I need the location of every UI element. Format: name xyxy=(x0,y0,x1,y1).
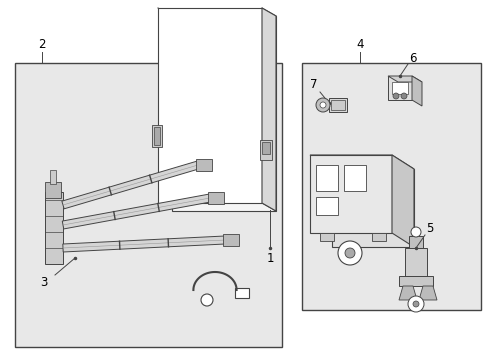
Bar xyxy=(15,63,282,347)
Polygon shape xyxy=(392,155,414,247)
Bar xyxy=(45,192,63,264)
Bar xyxy=(302,63,481,310)
Bar xyxy=(329,98,347,112)
Polygon shape xyxy=(310,155,392,233)
Bar xyxy=(392,82,408,94)
Text: 6: 6 xyxy=(409,51,417,64)
Circle shape xyxy=(393,93,399,99)
Polygon shape xyxy=(388,76,422,82)
Polygon shape xyxy=(172,16,276,211)
Text: 7: 7 xyxy=(310,77,318,90)
Polygon shape xyxy=(262,8,276,211)
Polygon shape xyxy=(332,169,414,247)
Bar xyxy=(262,142,270,154)
Bar xyxy=(208,192,224,204)
Bar xyxy=(316,197,338,215)
Bar xyxy=(223,234,239,246)
Polygon shape xyxy=(62,161,199,209)
Circle shape xyxy=(411,227,421,237)
Polygon shape xyxy=(419,286,437,300)
Text: 3: 3 xyxy=(40,275,48,288)
Polygon shape xyxy=(62,194,211,229)
Circle shape xyxy=(338,241,362,265)
Bar xyxy=(50,170,56,184)
Bar xyxy=(152,125,162,147)
Bar xyxy=(372,233,386,241)
Bar xyxy=(260,140,272,160)
Polygon shape xyxy=(158,8,262,203)
Circle shape xyxy=(320,102,326,108)
Polygon shape xyxy=(412,76,422,106)
Text: 5: 5 xyxy=(426,221,434,234)
Polygon shape xyxy=(310,155,414,169)
Circle shape xyxy=(345,248,355,258)
Bar xyxy=(316,165,338,191)
Circle shape xyxy=(408,296,424,312)
Bar xyxy=(235,288,249,298)
Bar xyxy=(154,127,160,145)
Text: 1: 1 xyxy=(266,252,274,265)
Polygon shape xyxy=(63,236,225,252)
Circle shape xyxy=(201,294,213,306)
Text: 4: 4 xyxy=(356,37,364,50)
Polygon shape xyxy=(399,286,417,300)
Circle shape xyxy=(316,98,330,112)
Bar xyxy=(344,165,366,191)
Circle shape xyxy=(401,93,407,99)
Bar xyxy=(331,100,345,110)
Bar xyxy=(409,236,423,248)
Bar xyxy=(405,248,427,276)
Text: 2: 2 xyxy=(38,37,46,50)
Bar xyxy=(45,182,61,198)
Circle shape xyxy=(413,301,419,307)
Polygon shape xyxy=(388,76,412,100)
Bar xyxy=(320,233,334,241)
Bar xyxy=(196,159,212,171)
Bar xyxy=(399,276,433,286)
